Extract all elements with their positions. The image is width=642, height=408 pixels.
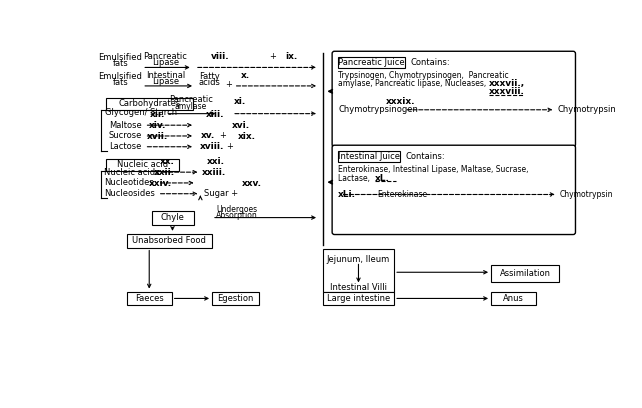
Bar [338,58,405,68]
Bar [152,211,194,224]
Bar [491,291,536,305]
Text: Glycogen/ Starch: Glycogen/ Starch [105,108,177,117]
Text: Nucleosides: Nucleosides [103,189,155,198]
Text: Lipase: Lipase [152,58,179,67]
Text: fats: fats [113,78,128,86]
FancyBboxPatch shape [332,145,575,235]
Text: amylase: amylase [175,102,207,111]
Text: xv.: xv. [200,131,214,140]
Bar [212,291,259,305]
Text: Emulsified: Emulsified [99,53,143,62]
Bar [106,159,180,171]
Text: Pancreatic Juice: Pancreatic Juice [338,58,405,67]
Text: xL.: xL. [375,174,390,183]
Text: fats: fats [113,59,128,68]
Text: Jejunum, Ileum: Jejunum, Ileum [327,255,390,264]
Text: +: + [269,52,276,61]
Text: xiii.: xiii. [206,110,224,119]
Bar [106,98,193,110]
Text: xi.: xi. [234,97,246,106]
Text: Sucrose: Sucrose [108,131,142,140]
Text: Maltose: Maltose [109,121,142,130]
Text: Pancreatic: Pancreatic [169,95,213,104]
Text: ix.: ix. [286,52,298,61]
Bar [126,291,171,305]
Text: Chymotrypsin: Chymotrypsin [558,105,616,114]
Text: xxv.: xxv. [241,179,261,188]
Text: Enterokinase, Intestinal Lipase, Maltase, Sucrase,: Enterokinase, Intestinal Lipase, Maltase… [338,165,529,174]
Text: Trypsinogen, Chymotrypsinogen,  Pancreatic: Trypsinogen, Chymotrypsinogen, Pancreati… [338,71,509,80]
Text: xxi.: xxi. [207,157,225,166]
Text: Nucleotides: Nucleotides [104,178,154,187]
Text: Lactase,: Lactase, [338,174,375,183]
Text: Carbohydrates: Carbohydrates [118,99,180,108]
Text: +: + [227,142,233,151]
Text: amylase, Pancreatic lipase, Nucleases,: amylase, Pancreatic lipase, Nucleases, [338,79,489,88]
Text: +: + [220,131,226,140]
Text: Intestinal Villi: Intestinal Villi [330,283,387,292]
Text: Faeces: Faeces [135,294,164,303]
Text: Chyle: Chyle [160,213,184,222]
Bar [338,151,401,162]
Bar [323,291,394,305]
Text: viii.: viii. [211,52,229,61]
FancyBboxPatch shape [332,51,575,147]
Text: Unabsorbed Food: Unabsorbed Food [132,236,206,245]
Text: xxxix.: xxxix. [386,97,415,106]
Text: xii.: xii. [150,110,166,119]
Text: xvi.: xvi. [231,121,250,130]
Text: xxiii.: xxiii. [202,168,226,177]
Text: xxxviii.: xxxviii. [489,87,525,96]
Text: Chymotrypsin: Chymotrypsin [559,190,612,199]
Text: Enterokinase: Enterokinase [377,190,427,199]
Text: xx.: xx. [160,157,175,166]
Text: Chymotrypsinogen: Chymotrypsinogen [338,105,418,114]
Text: Intestinal Juice: Intestinal Juice [338,152,401,161]
Text: Lipase: Lipase [152,77,179,86]
Text: Assimilation: Assimilation [499,268,551,277]
Text: acids: acids [199,78,221,86]
Text: Emulsified: Emulsified [99,71,143,80]
Text: Undergoes: Undergoes [216,205,257,214]
Text: xviii.: xviii. [200,142,224,151]
Text: +: + [225,80,232,89]
Text: Nucleic acid: Nucleic acid [117,160,168,169]
Text: Pancreatic: Pancreatic [144,52,187,61]
Text: xvii.: xvii. [147,132,168,141]
Text: Lactose: Lactose [109,142,141,151]
Text: Nucleic acids: Nucleic acids [105,168,160,177]
Text: Egestion: Egestion [217,294,254,303]
Text: Intestinal: Intestinal [146,71,185,80]
Bar [323,249,394,291]
Text: xxiv.: xxiv. [150,179,173,188]
Text: x.: x. [241,71,250,80]
Text: Contains:: Contains: [410,58,450,67]
Text: Contains:: Contains: [406,152,446,161]
Text: xxii.: xxii. [153,168,175,177]
Text: Anus: Anus [503,294,524,303]
Bar [491,264,559,282]
Bar [126,234,212,248]
Text: xix.: xix. [238,132,256,141]
Text: xiv.: xiv. [149,121,166,130]
Text: Fatty: Fatty [199,71,220,80]
Text: xLi.: xLi. [338,190,356,199]
Text: Sugar +: Sugar + [204,189,238,198]
Text: Large intestine: Large intestine [327,294,390,303]
Text: xxxvii.,: xxxvii., [489,79,525,88]
Text: Absorption: Absorption [216,211,257,220]
